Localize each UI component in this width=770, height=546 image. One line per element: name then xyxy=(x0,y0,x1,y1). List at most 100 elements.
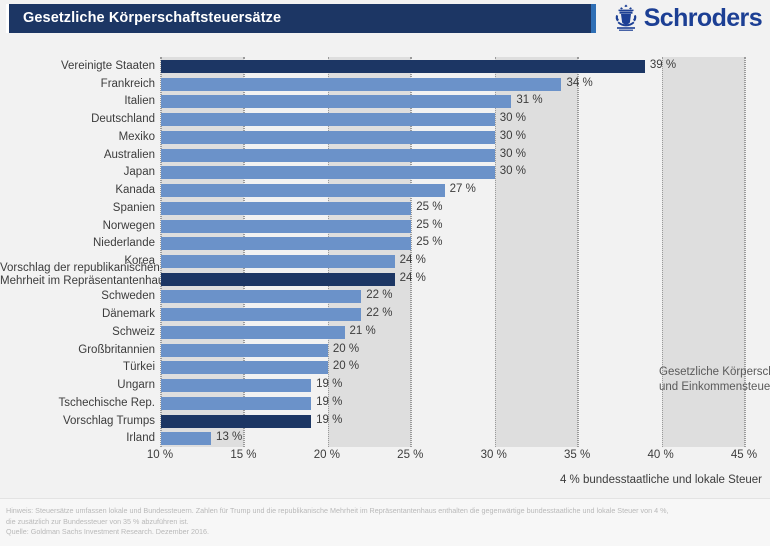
bar-row: 19 % xyxy=(161,394,745,412)
bar-value-label: 30 % xyxy=(499,112,526,125)
bar xyxy=(161,308,362,322)
axis-note: 4 % bundesstaatliche und lokale Steuer xyxy=(559,474,762,486)
bar-row: 30 % xyxy=(161,146,745,164)
bar xyxy=(161,432,212,446)
x-axis-tick: 35 % xyxy=(564,449,591,461)
title-accent-bar xyxy=(591,4,596,33)
footnote-line-1: Hinweis: Steuersätze umfassen lokale und… xyxy=(6,506,669,515)
bar xyxy=(161,325,345,339)
bar xyxy=(161,130,495,144)
bar-value-label: 19 % xyxy=(316,395,343,408)
bar xyxy=(161,237,412,251)
coat-of-arms-icon xyxy=(615,4,637,31)
category-label: Korea xyxy=(124,255,155,267)
x-axis-tick: 45 % xyxy=(730,449,758,461)
plot-area: 39 % 34 % 31 % 30 % 30 % 30 % 30 % 27 % 25 % 25 %… xyxy=(160,57,770,447)
bar-row: 22 % xyxy=(161,287,745,305)
category-label: Niederlande xyxy=(92,237,155,250)
brand-name: Schroders xyxy=(643,4,763,32)
page-footer: Hinweis: Steuersätze umfassen lokale und… xyxy=(0,498,770,546)
x-axis-tick: 25 % xyxy=(397,449,424,461)
bar-value-label: 31 % xyxy=(516,94,543,107)
bar-value-label: 22 % xyxy=(366,307,393,320)
bar-row: 13 % xyxy=(161,429,745,447)
category-label: Tschechische Rep. xyxy=(58,396,155,409)
bar-row: 20 % xyxy=(161,358,745,376)
bar-row: 24 % xyxy=(161,252,745,270)
bar xyxy=(161,201,412,215)
bar-value-label: 30 % xyxy=(499,147,526,160)
bar xyxy=(161,361,328,375)
bar-value-label: 30 % xyxy=(499,129,526,142)
bar-row: 27 % xyxy=(161,181,745,199)
bar-row: 39 % xyxy=(161,57,745,75)
bar xyxy=(161,113,495,127)
bar-row: 19 % xyxy=(161,376,745,394)
bar xyxy=(161,290,362,304)
x-axis-tick: 40 % xyxy=(647,449,674,461)
category-label: Vorschlag der republikanischen Mehrheit i… xyxy=(0,261,171,288)
category-label-line-2: Mehrheit im Repräsentantenhaus xyxy=(0,275,171,288)
category-label: Vorschlag Trumps xyxy=(62,414,155,427)
footnote-line-2: die zusätzlich zur Bundessteuer von 35 %… xyxy=(6,516,189,526)
bar-row: 30 % xyxy=(161,163,745,181)
gridline xyxy=(661,57,663,447)
page-header: Gesetzliche Körperschaftsteuersätze Schr… xyxy=(0,0,770,37)
bar-value-label: 24 % xyxy=(399,254,426,266)
bar-row: 19 % xyxy=(161,412,745,430)
bar-row: 22 % xyxy=(161,305,745,323)
gridline xyxy=(327,57,329,447)
category-label: Dänemark xyxy=(101,308,155,321)
footnote-line-3: Quelle: Goldman Sachs Investment Researc… xyxy=(6,527,209,536)
category-label: Frankreich xyxy=(100,77,155,90)
bar-row: 21 % xyxy=(161,323,745,341)
category-label: Deutschland xyxy=(91,113,155,126)
bar-row: 25 % xyxy=(161,234,745,252)
bar xyxy=(161,414,312,428)
title-banner: Gesetzliche Körperschaftsteuersätze xyxy=(6,4,596,33)
gridline xyxy=(244,57,246,447)
bar xyxy=(161,77,562,91)
bar-row: 25 % xyxy=(161,199,745,217)
bar-value-label: 27 % xyxy=(449,183,476,196)
bar-row: 25 % xyxy=(161,217,745,235)
category-axis-labels: Vereinigte Staaten Frankreich Italien Deuts… xyxy=(0,57,171,447)
annotation-line-2: und Einkommensteuersätze xyxy=(659,381,770,393)
bar xyxy=(161,184,445,198)
footnote-block: Hinweis: Steuersätze umfassen lokale und… xyxy=(6,506,764,538)
bar-value-label: 13 % xyxy=(216,431,243,444)
bar xyxy=(161,95,512,109)
page-title: Gesetzliche Körperschaftsteuersätze xyxy=(23,10,282,26)
x-axis-tick: 10 % xyxy=(146,449,174,461)
bar-value-label: 20 % xyxy=(332,342,360,355)
bar-value-label: 25 % xyxy=(416,218,443,231)
bar-value-label: 19 % xyxy=(316,378,343,391)
bar-row: 31 % xyxy=(161,92,745,110)
category-label: Irland xyxy=(126,432,155,445)
bar-row: 30 % xyxy=(161,110,745,128)
bar xyxy=(161,255,395,268)
bar-row: 20 % xyxy=(161,341,745,359)
x-axis-tick: 30 % xyxy=(480,449,507,461)
category-label: Australien xyxy=(103,148,155,161)
gridline xyxy=(494,57,496,447)
annotation-line-1: Gesetzliche Körperschaft- xyxy=(659,366,770,378)
bar-row: 24 % xyxy=(161,270,745,288)
bar-value-label: 21 % xyxy=(349,324,376,337)
category-label: Großbritannien xyxy=(78,343,155,356)
category-label: Spanien xyxy=(112,201,155,214)
category-label-line-1: Vorschlag der republikanischen xyxy=(0,261,160,274)
chart-sheet: Vereinigte Staaten Frankreich Italien Deuts… xyxy=(0,37,770,498)
x-axis: 10 % 15 % 20 % 25 % 30 % 35 % 40 % 45 % xyxy=(147,449,757,465)
bar-value-label: 34 % xyxy=(566,76,593,89)
bar-value-label: 39 % xyxy=(649,59,677,71)
bar-row: 30 % xyxy=(161,128,745,146)
gridline xyxy=(411,57,413,447)
category-label: Ungarn xyxy=(117,379,155,392)
brand-logo: Schroders xyxy=(613,4,763,32)
bar-value-label: 19 % xyxy=(316,413,343,426)
bar-value-label: 24 % xyxy=(399,271,426,284)
bar-row: 34 % xyxy=(161,75,745,93)
bar-value-label: 25 % xyxy=(416,236,443,249)
bar xyxy=(161,148,495,162)
